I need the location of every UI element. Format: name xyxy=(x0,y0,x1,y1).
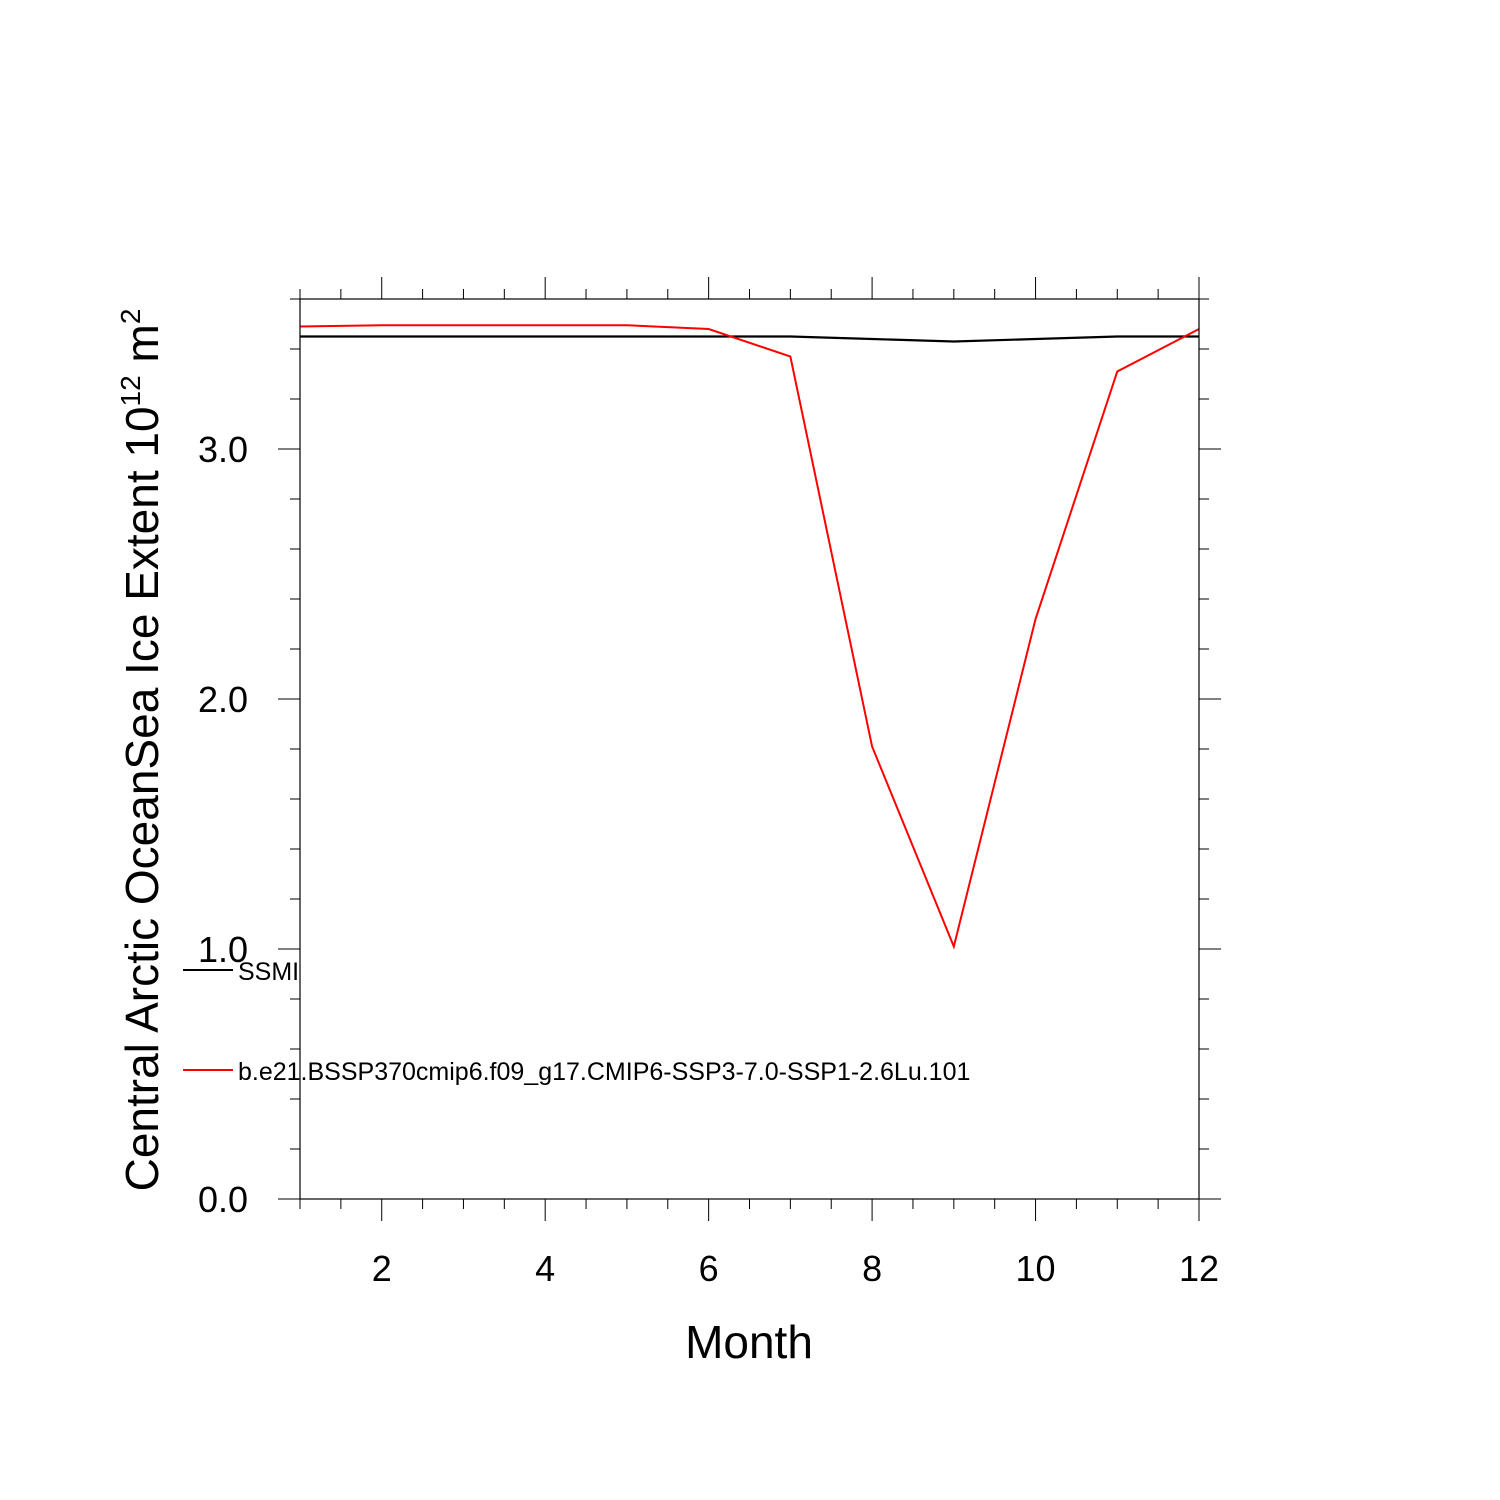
x-axis-title: Month xyxy=(685,1316,813,1368)
y-axis-title-unit: m xyxy=(116,324,168,375)
legend-entry-ssmi: SSMI xyxy=(183,958,299,986)
plot-frame xyxy=(299,298,1200,1200)
plot-series xyxy=(299,324,1200,950)
x-tick-label: 10 xyxy=(1016,1248,1056,1289)
y-axis-title: Central Arctic OceanSea Ice Extent 1012 … xyxy=(115,309,168,1192)
y-tick-label: 1.0 xyxy=(198,929,248,970)
y-tick-labels: 0.0 1.0 2.0 3.0 xyxy=(198,429,248,1220)
y-tick-label: 0.0 xyxy=(198,1179,248,1220)
x-tick-labels: 2 4 6 8 10 12 xyxy=(372,1248,1219,1289)
x-tick-label: 8 xyxy=(862,1248,882,1289)
x-tick-label: 6 xyxy=(699,1248,719,1289)
x-tick-label: 12 xyxy=(1179,1248,1219,1289)
y-axis-title-exponent: 12 xyxy=(115,375,146,406)
legend-entry-model: b.e21.BSSP370cmip6.f09_g17.CMIP6-SSP3-7.… xyxy=(183,1058,970,1086)
y-axis-title-unit-exponent: 2 xyxy=(115,309,146,325)
legend-label-ssmi: SSMI xyxy=(238,958,299,986)
y-tick-label: 3.0 xyxy=(198,429,248,470)
x-tick-label: 2 xyxy=(372,1248,392,1289)
y-axis-title-main: Central Arctic OceanSea Ice Extent 10 xyxy=(116,406,168,1191)
legend-label-model: b.e21.BSSP370cmip6.f09_g17.CMIP6-SSP3-7.… xyxy=(238,1058,970,1086)
legend: SSMI b.e21.BSSP370cmip6.f09_g17.CMIP6-SS… xyxy=(183,958,970,1086)
axis-ticks xyxy=(278,277,1221,1221)
y-tick-label: 2.0 xyxy=(198,679,248,720)
series-line-ssmi xyxy=(300,335,1199,343)
x-tick-label: 4 xyxy=(535,1248,555,1289)
series-line-model xyxy=(299,324,1200,950)
